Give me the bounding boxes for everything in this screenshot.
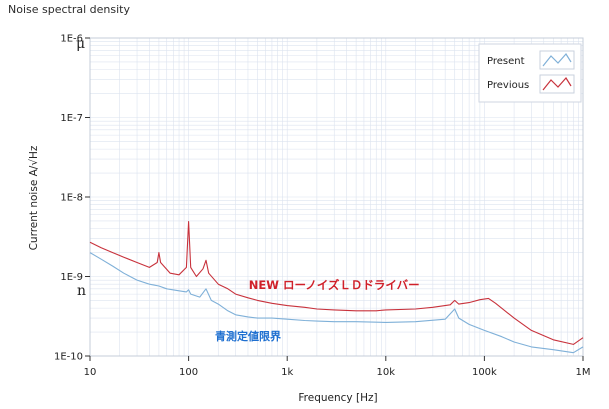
- y-tick-label: 1E-9: [60, 272, 83, 283]
- legend-line-present: [542, 53, 572, 67]
- x-tick-label: 1k: [281, 367, 293, 378]
- x-tick-label: 100: [179, 367, 198, 378]
- panel-title: Noise spectral density: [8, 3, 130, 16]
- y-axis-label: Current noise A/√Hz: [28, 145, 40, 250]
- series-line-present: [89, 252, 584, 354]
- nano-marker: n: [77, 283, 86, 299]
- x-tick-label: 10k: [377, 367, 396, 378]
- legend: Present Previous: [478, 43, 582, 103]
- legend-swatch-present: [539, 50, 575, 70]
- micro-marker: μ: [76, 36, 85, 52]
- series-lines: [89, 221, 584, 354]
- y-tick-label: 1E-7: [60, 113, 83, 124]
- x-axis-label: Frequency [Hz]: [298, 392, 377, 404]
- legend-label-present: Present: [487, 56, 525, 67]
- y-tick-label: 1E-6: [60, 34, 83, 45]
- y-tick-label: 1E-10: [54, 352, 83, 363]
- annotation-label: NEW ローノイズＬＤドライバー: [249, 278, 420, 292]
- axis-ticks: 10 100 1k 10k 100k 1M 1E-10 1E-9 1E-8 1E-7 1E-6: [54, 34, 591, 379]
- legend-label-previous: Previous: [487, 80, 529, 91]
- annotation-label: 青測定値限界: [215, 329, 281, 343]
- y-tick-label: 1E-8: [60, 193, 83, 204]
- x-tick-label: 1M: [576, 367, 591, 378]
- legend-line-previous: [542, 77, 572, 91]
- x-tick-label: 10: [84, 367, 97, 378]
- series-line-previous: [89, 221, 584, 345]
- x-tick-label: 100k: [472, 367, 497, 378]
- legend-swatch-previous: [539, 74, 575, 94]
